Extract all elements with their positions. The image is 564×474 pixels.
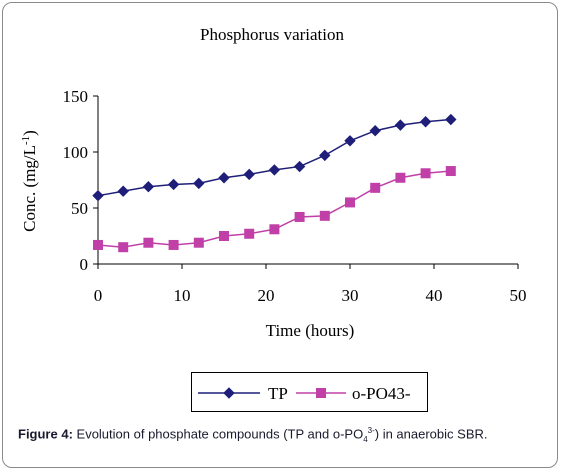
data-point-o-po43	[395, 172, 406, 183]
data-point-o-po43	[193, 237, 204, 248]
data-point-o-po43	[118, 242, 129, 253]
data-point-o-po43	[319, 210, 330, 221]
data-point-tp	[117, 185, 129, 197]
data-point-tp	[394, 119, 407, 131]
chart-title: Phosphorus variation	[200, 25, 345, 44]
y-tick-label: 100	[63, 143, 89, 162]
data-point-o-po43	[93, 239, 103, 250]
series-tp	[92, 113, 457, 202]
y-tick-label: 150	[63, 87, 89, 106]
data-point-tp	[344, 135, 356, 147]
x-tick-label: 40	[426, 286, 443, 305]
x-tick-label: 0	[94, 286, 103, 305]
caption-sup: 3-	[367, 426, 375, 435]
axes: 0 50 100 150 0 10 20 30 40 50	[63, 87, 527, 305]
data-point-tp	[268, 164, 281, 176]
y-tick-label: 50	[71, 199, 88, 218]
y-axis-label-end: )	[20, 130, 39, 136]
x-tick-label: 50	[510, 286, 527, 305]
data-point-tp	[243, 168, 255, 181]
x-axis-label: Time (hours)	[266, 321, 355, 340]
data-point-o-po43	[269, 224, 280, 235]
data-point-o-po43	[294, 211, 305, 222]
data-point-tp	[218, 172, 230, 184]
series-o-po43	[93, 166, 456, 253]
legend-item-o-po43: o-PO43-	[296, 384, 411, 403]
data-point-tp	[193, 177, 205, 190]
data-point-tp	[92, 189, 104, 202]
y-axis-label-sup: -1	[20, 136, 32, 145]
x-tick-label: 30	[342, 286, 359, 305]
data-point-o-po43	[168, 239, 179, 250]
legend-marker-tp	[223, 387, 235, 399]
legend-label-tp: TP	[268, 384, 288, 403]
data-point-tp	[293, 160, 306, 173]
x-tick-label: 10	[174, 286, 191, 305]
data-point-o-po43	[244, 228, 255, 239]
data-point-tp	[319, 149, 331, 162]
y-axis-label-main: Conc. (mg/L	[20, 145, 39, 232]
data-point-o-po43	[345, 197, 355, 208]
caption-text-2: ) in anaerobic SBR.	[374, 426, 488, 442]
y-axis-label: Conc. (mg/L-1)	[20, 130, 39, 232]
data-point-tp	[369, 125, 381, 137]
legend-label-o-po43: o-PO43-	[352, 384, 411, 403]
data-point-tp	[419, 116, 432, 128]
data-point-o-po43	[420, 168, 431, 179]
legend-item-tp: TP	[198, 384, 288, 403]
data-point-o-po43	[143, 237, 154, 248]
data-point-tp	[445, 113, 457, 126]
legend-svg: TP o-PO43-	[198, 384, 411, 403]
caption-sub: 4	[363, 434, 368, 444]
caption-text-1: Evolution of phosphate compounds (TP and…	[72, 426, 364, 442]
data-point-o-po43	[445, 166, 456, 177]
series-layer	[92, 113, 457, 253]
data-point-o-po43	[219, 231, 229, 241]
data-point-o-po43	[370, 182, 381, 193]
x-tick-label: 20	[258, 286, 275, 305]
data-point-tp	[167, 178, 180, 191]
y-tick-label: 0	[80, 255, 89, 274]
caption-label: Figure 4:	[18, 426, 73, 442]
legend: TP o-PO43-	[191, 372, 428, 412]
data-point-tp	[142, 181, 155, 193]
legend-marker-o-po43	[316, 388, 326, 398]
figure-caption: Figure 4: Evolution of phosphate compoun…	[18, 422, 546, 448]
